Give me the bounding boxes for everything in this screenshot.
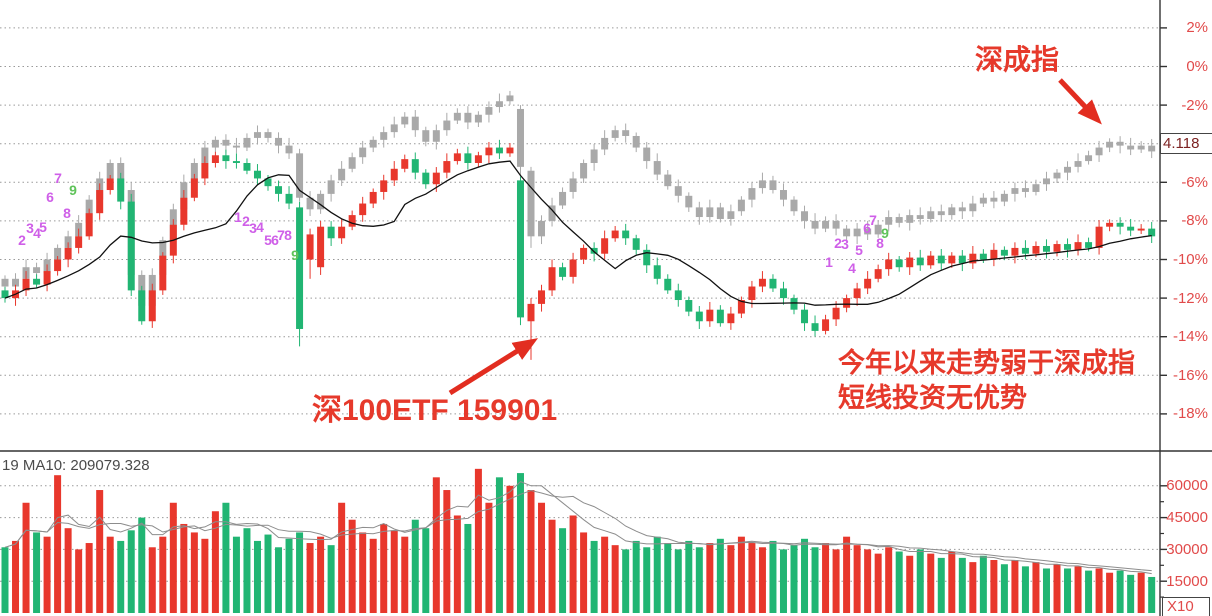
sequence-marker-1-2: 2 — [18, 232, 26, 248]
sequence-marker-3-2: 2 — [834, 235, 842, 251]
volume-ma5-line — [4, 481, 1152, 575]
etf-annotation-arrow — [448, 338, 539, 396]
annotation-note-line2: 短线投资无优势 — [838, 383, 1027, 413]
price-axis-label: 2% — [1186, 19, 1208, 37]
sequence-marker-3-3: 3 — [841, 236, 849, 252]
price-axis-label: -14% — [1172, 328, 1208, 346]
price-axis-label: 0% — [1186, 58, 1208, 75]
last-value-badge: 4.118 — [1160, 133, 1212, 154]
annotation-note-line1: 今年以来走势弱于深成指 — [838, 348, 1135, 378]
index-candles — [1, 90, 1156, 313]
etf-candles — [1, 139, 1156, 360]
sequence-marker-3-1: 1 — [825, 254, 833, 270]
sequence-marker-3-7: 7 — [869, 212, 877, 228]
price-axis-label: -2% — [1181, 96, 1208, 114]
annotation-index-name: 深成指 — [975, 44, 1060, 75]
price-axis-label: -16% — [1172, 366, 1208, 384]
sequence-marker-3-6: 6 — [863, 220, 871, 236]
sequence-marker-2-3: 3 — [249, 220, 257, 236]
sequence-marker-1-9: 9 — [69, 182, 77, 198]
volume-axis-label: 15000 — [1166, 572, 1208, 590]
sequence-marker-1-8: 8 — [63, 205, 71, 221]
volume-bars — [1, 468, 1156, 613]
sequence-marker-2-6: 6 — [271, 232, 279, 248]
sequence-marker-2-9: 9 — [291, 247, 299, 263]
sequence-marker-2-4: 4 — [256, 219, 264, 235]
volume-axis-label: 60000 — [1166, 477, 1208, 495]
sequence-marker-1-4: 4 — [33, 225, 41, 241]
sequence-marker-3-9: 9 — [881, 225, 889, 241]
volume-axis-label: 45000 — [1166, 509, 1208, 527]
sequence-marker-3-5: 5 — [855, 242, 863, 258]
price-axis-label: -12% — [1172, 289, 1208, 307]
volume-ma10-line — [4, 489, 1152, 572]
price-axis-label: -10% — [1172, 251, 1208, 268]
sequence-marker-1-6: 6 — [46, 189, 54, 205]
sequence-marker-2-7: 7 — [277, 227, 285, 243]
volume-unit-badge: X10 — [1162, 597, 1210, 616]
price-ma-line — [4, 160, 1152, 306]
sequence-marker-3-4: 4 — [848, 260, 856, 276]
sequence-marker-1-3: 3 — [26, 220, 34, 236]
sequence-marker-1-5: 5 — [39, 219, 47, 235]
volume-ma-indicator-text: 19 MA10: 209079.328 — [2, 457, 150, 474]
annotation-etf-name: 深100ETF 159901 — [312, 394, 558, 427]
sequence-marker-2-1: 1 — [234, 209, 242, 225]
price-axis-label: -18% — [1172, 405, 1208, 423]
sequence-marker-2-5: 5 — [264, 232, 272, 248]
sequence-marker-2-8: 8 — [284, 227, 292, 243]
sequence-marker-3-8: 8 — [876, 235, 884, 251]
price-axis-label: -8% — [1181, 212, 1208, 230]
sequence-marker-2-2: 2 — [242, 213, 250, 229]
index-annotation-arrow — [1058, 78, 1102, 125]
sequence-marker-1-7: 7 — [54, 170, 62, 186]
price-axis-label: -6% — [1181, 173, 1208, 191]
volume-axis-label: 30000 — [1166, 540, 1208, 558]
